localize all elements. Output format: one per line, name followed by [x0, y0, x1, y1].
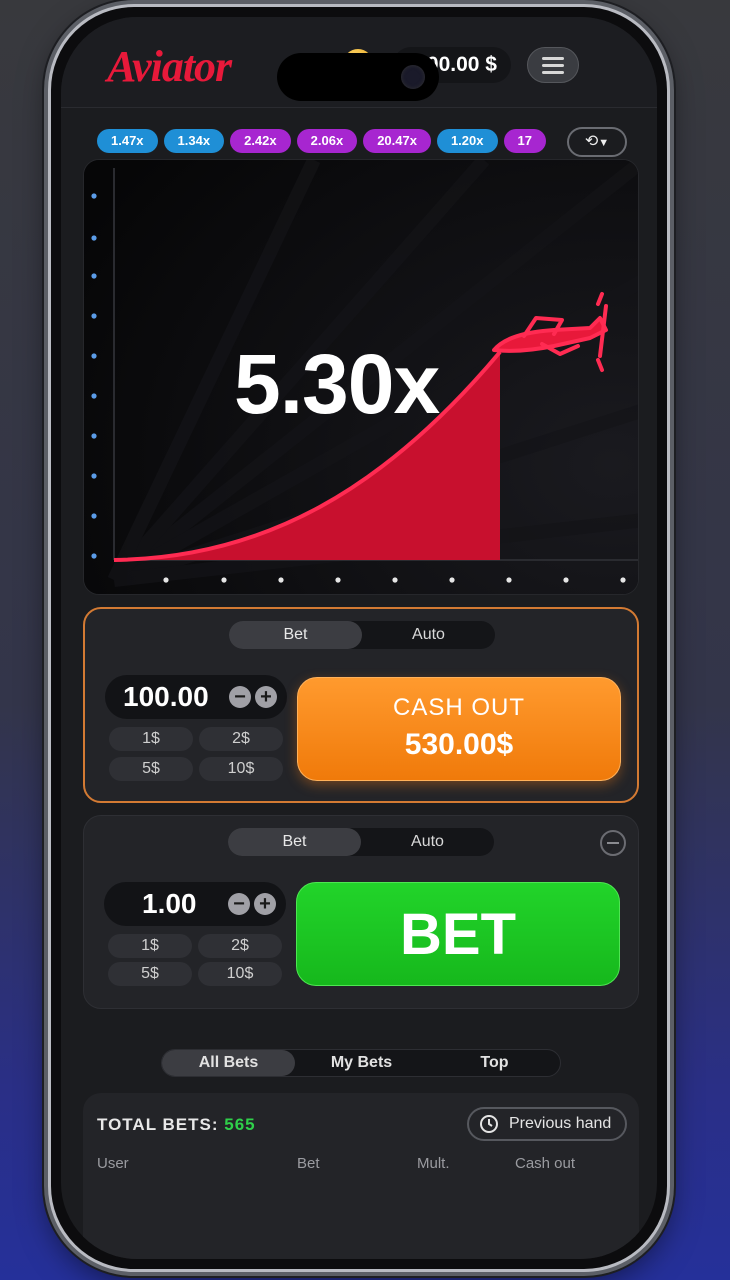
- decrease-button-2[interactable]: −: [228, 893, 250, 915]
- bet-amount-value: 100.00: [123, 681, 209, 712]
- flight-curve: [113, 350, 502, 562]
- flight-chart: 5.30x: [83, 159, 639, 595]
- tab-bet-2[interactable]: Bet: [228, 828, 361, 856]
- previous-hand-label: Previous hand: [509, 1115, 612, 1132]
- tab-top[interactable]: Top: [480, 1054, 509, 1071]
- remove-panel-button[interactable]: [600, 830, 626, 856]
- history-clock-icon: ⟲: [584, 133, 599, 150]
- cash-out-label: CASH OUT: [392, 694, 525, 721]
- history-toggle-button[interactable]: ⟲▼: [567, 127, 627, 157]
- quick-amount-5[interactable]: 5$: [109, 757, 193, 781]
- bet-amount-field[interactable]: 100.00 − +: [105, 675, 287, 719]
- history-multiplier-pill: 20.47x: [363, 129, 431, 153]
- bet-mode-tabs-2: Bet Auto: [228, 828, 494, 856]
- bet-button[interactable]: BET: [296, 882, 620, 986]
- camera-notch: [277, 53, 439, 101]
- cash-out-amount: 530.00$: [404, 728, 514, 761]
- column-user: User: [97, 1155, 129, 1172]
- previous-hand-button[interactable]: Previous hand: [467, 1107, 627, 1141]
- history-multiplier-pill: 2.42x: [230, 129, 291, 153]
- quick-amount-1-b[interactable]: 1$: [108, 934, 192, 958]
- chevron-down-icon: ▼: [598, 137, 610, 149]
- bet-amount-value-2: 1.00: [142, 888, 197, 919]
- column-cash-out: Cash out: [515, 1155, 576, 1172]
- quick-amount-5-b[interactable]: 5$: [108, 962, 192, 986]
- increase-button[interactable]: +: [255, 686, 277, 708]
- bets-list-panel: TOTAL BETS: 565 Previous hand User Bet M…: [83, 1093, 639, 1259]
- x-axis-dots: [163, 577, 626, 583]
- menu-icon: [542, 57, 564, 60]
- quick-amount-1[interactable]: 1$: [109, 727, 193, 751]
- tab-bet[interactable]: Bet: [229, 621, 362, 649]
- menu-icon-bar: [542, 64, 564, 67]
- menu-icon-bar: [542, 71, 564, 74]
- tab-auto[interactable]: Auto: [412, 626, 445, 643]
- history-multiplier-pill: 17: [503, 129, 546, 153]
- bet-amount-field-2[interactable]: 1.00 − +: [104, 882, 286, 926]
- column-bet: Bet: [297, 1155, 320, 1172]
- history-multiplier-pill: 1.34x: [163, 129, 225, 153]
- minus-icon: [607, 842, 619, 844]
- tab-auto-2[interactable]: Auto: [411, 833, 444, 850]
- tab-all-bets[interactable]: All Bets: [162, 1050, 295, 1076]
- menu-button[interactable]: [527, 47, 579, 83]
- flight-chart-svg: [84, 160, 638, 594]
- quick-amount-2[interactable]: 2$: [199, 727, 283, 751]
- total-bets-count: 565: [224, 1115, 256, 1134]
- camera-icon: [401, 65, 425, 89]
- current-multiplier: 5.30x: [234, 337, 440, 431]
- column-mult: Mult.: [417, 1155, 450, 1172]
- quick-amount-10[interactable]: 10$: [199, 757, 283, 781]
- multiplier-history: 1.47x 1.34x 2.42x 2.06x 20.47x 1.20x 17: [97, 129, 563, 157]
- history-icon: [480, 1115, 498, 1133]
- aviator-logo: Aviator: [107, 42, 232, 91]
- increase-button-2[interactable]: +: [254, 893, 276, 915]
- tab-my-bets[interactable]: My Bets: [330, 1054, 393, 1071]
- bet-mode-tabs: Bet Auto: [229, 621, 495, 649]
- history-multiplier-pill: 1.20x: [436, 129, 498, 153]
- bet-panel-2: Bet Auto 1.00 − + 1$ 2$ 5$ 10$ BET: [83, 815, 639, 1009]
- total-bets-caption: TOTAL BETS:: [97, 1115, 219, 1134]
- flight-area: [114, 352, 500, 560]
- cash-out-button[interactable]: CASH OUT 530.00$: [297, 677, 621, 781]
- history-multiplier-pill: 2.06x: [296, 129, 358, 153]
- phone-frame: Aviator 3000.00 $ 1.47x 1.34x 2.42x 2.06x 20…: [48, 4, 670, 1272]
- decrease-button[interactable]: −: [229, 686, 251, 708]
- quick-amount-10-b[interactable]: 10$: [198, 962, 282, 986]
- airplane-icon: [492, 292, 608, 372]
- top-bar: Aviator 3000.00 $: [61, 17, 657, 108]
- game-screen: Aviator 3000.00 $ 1.47x 1.34x 2.42x 2.06x 20…: [61, 17, 657, 1259]
- bets-list-tabs: All Bets My Bets Top: [161, 1049, 561, 1077]
- bet-panel-1: Bet Auto 100.00 − + 1$ 2$ 5$ 10$ CASH OU…: [83, 607, 639, 803]
- history-multiplier-pill: 1.47x: [97, 129, 158, 153]
- quick-amount-2-b[interactable]: 2$: [198, 934, 282, 958]
- total-bets-label: TOTAL BETS: 565: [97, 1115, 256, 1135]
- y-axis-dots: [91, 193, 97, 559]
